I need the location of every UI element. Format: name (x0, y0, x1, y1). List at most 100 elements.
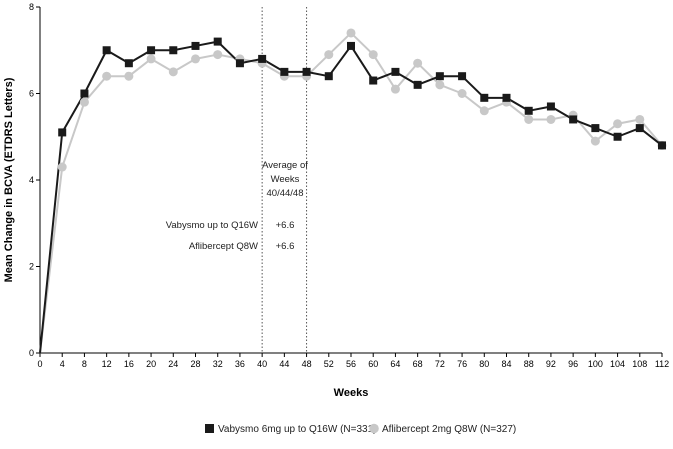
data-point-vabysmo (569, 115, 578, 124)
data-point-aflibercept (524, 114, 534, 124)
data-point-aflibercept (479, 106, 489, 116)
x-tick-label: 36 (235, 359, 245, 369)
data-point-aflibercept (390, 84, 400, 94)
annotation-header-line-3: 40/44/48 (267, 188, 304, 199)
x-tick-label: 104 (610, 359, 625, 369)
data-point-vabysmo (280, 67, 289, 76)
annotation-value-aflibercept: +6.6 (276, 241, 295, 252)
x-tick-label: 56 (346, 359, 356, 369)
x-tick-label: 92 (546, 359, 556, 369)
data-point-vabysmo (102, 46, 111, 55)
data-point-aflibercept (102, 71, 112, 81)
data-point-aflibercept (191, 54, 200, 64)
data-point-aflibercept (413, 58, 423, 68)
series-lines (39, 31, 663, 354)
x-tick-label: 76 (457, 359, 467, 369)
data-point-vabysmo (591, 124, 600, 133)
legend: Vabysmo 6mg up to Q16W (N=331) Afliberce… (205, 423, 516, 435)
x-tick-label: 100 (588, 359, 603, 369)
data-point-vabysmo (524, 106, 533, 115)
data-point-vabysmo (413, 80, 422, 89)
data-point-aflibercept (457, 89, 467, 98)
series-line-vabysmo (39, 40, 663, 354)
data-point-aflibercept (168, 67, 178, 77)
average-annotation: Average of Weeks 40/44/48 Vabysmo up to … (166, 160, 308, 252)
series-line-aflibercept (39, 31, 663, 354)
x-tick-label: 84 (501, 359, 511, 369)
data-point-aflibercept (368, 50, 378, 60)
data-point-vabysmo (435, 72, 444, 81)
legend-label-vabysmo: Vabysmo 6mg up to Q16W (N=331) (218, 424, 377, 435)
data-point-vabysmo (613, 132, 622, 141)
x-tick-label: 12 (102, 359, 112, 369)
data-point-aflibercept (346, 28, 356, 38)
x-tick-label: 88 (524, 359, 534, 369)
data-point-vabysmo (124, 59, 133, 68)
data-point-vabysmo (347, 41, 355, 50)
data-point-vabysmo (258, 54, 267, 63)
x-axis-title: Weeks (334, 387, 369, 399)
x-tick-label: 8 (82, 359, 87, 369)
x-tick-label: 112 (655, 359, 669, 369)
annotation-value-vabysmo: +6.6 (276, 220, 295, 231)
data-point-vabysmo (235, 59, 244, 68)
data-point-aflibercept (590, 136, 600, 146)
data-point-aflibercept (635, 114, 645, 124)
x-tick-label: 68 (413, 359, 423, 369)
axes (39, 7, 662, 354)
data-point-aflibercept (146, 54, 156, 64)
legend-label-aflibercept: Aflibercept 2mg Q8W (N=327) (382, 424, 516, 435)
y-tick-label: 8 (29, 2, 34, 12)
y-axis-ticks: 0 2 4 6 8 (29, 2, 40, 358)
reference-lines (261, 7, 308, 353)
data-point-vabysmo (546, 102, 555, 111)
data-point-aflibercept (79, 97, 89, 107)
data-point-vabysmo (391, 67, 400, 76)
x-tick-label: 48 (302, 359, 312, 369)
y-tick-label: 4 (29, 175, 34, 185)
y-tick-label: 0 (29, 348, 34, 358)
data-point-vabysmo (658, 141, 666, 150)
data-point-aflibercept (546, 114, 556, 124)
y-tick-label: 2 (29, 262, 34, 272)
data-point-vabysmo (502, 93, 511, 102)
series-markers (57, 28, 667, 172)
data-point-vabysmo (458, 72, 467, 81)
data-point-aflibercept (613, 119, 623, 129)
x-tick-label: 80 (479, 359, 489, 369)
x-tick-label: 44 (279, 359, 289, 369)
data-point-vabysmo (58, 128, 67, 137)
x-tick-label: 32 (213, 359, 223, 369)
annotation-header-line-1: Average of (262, 160, 308, 171)
x-tick-label: 24 (168, 359, 178, 369)
data-point-aflibercept (213, 50, 223, 60)
annotation-label-aflibercept: Aflibercept Q8W (189, 241, 258, 252)
x-tick-label: 64 (390, 359, 400, 369)
x-tick-label: 96 (568, 359, 578, 369)
data-point-aflibercept (324, 50, 334, 60)
x-tick-label: 28 (190, 359, 200, 369)
data-point-vabysmo (169, 46, 178, 55)
data-point-vabysmo (302, 67, 311, 76)
data-point-aflibercept (124, 71, 134, 81)
x-tick-label: 52 (324, 359, 334, 369)
data-point-vabysmo (80, 89, 89, 98)
data-point-vabysmo (480, 93, 489, 102)
x-tick-label: 72 (435, 359, 445, 369)
y-axis-title: Mean Change in BCVA (ETDRS Letters) (3, 77, 15, 282)
data-point-vabysmo (147, 46, 156, 55)
data-point-aflibercept (435, 80, 445, 90)
x-axis-ticks: 0 4 8 12 16 20 24 28 32 36 40 44 48 52 56 60 64 68 72 76 80 8… (37, 353, 669, 369)
x-tick-label: 0 (37, 359, 42, 369)
data-point-vabysmo (213, 37, 222, 46)
x-tick-label: 4 (60, 359, 65, 369)
data-point-vabysmo (191, 41, 200, 50)
annotation-header-line-2: Weeks (271, 174, 300, 185)
x-tick-label: 16 (124, 359, 134, 369)
x-tick-label: 60 (368, 359, 378, 369)
annotation-label-vabysmo: Vabysmo up to Q16W (166, 220, 258, 231)
x-tick-label: 20 (146, 359, 156, 369)
data-point-vabysmo (324, 72, 333, 81)
data-point-vabysmo (369, 76, 378, 85)
